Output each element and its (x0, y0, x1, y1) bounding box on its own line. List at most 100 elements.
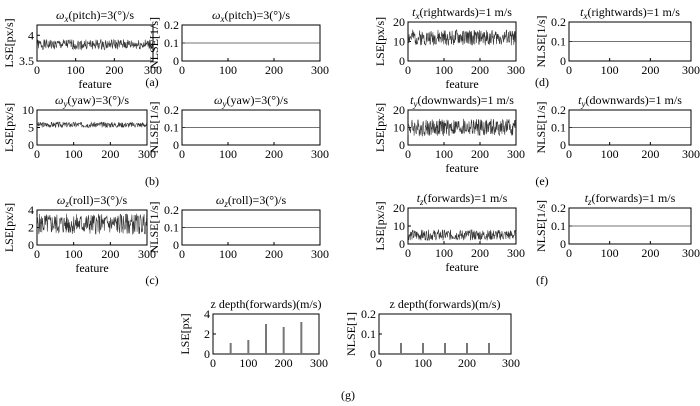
subfigure-labels: (a) (d) (b) (e) (c) (f) (g) (145, 75, 549, 402)
x-tick-label: 300 (144, 63, 162, 77)
y-axis-label: NLSE[1/s] (147, 102, 161, 154)
x-tick-label: 200 (265, 63, 283, 77)
title-text: (forwards)=1 m/s (592, 191, 676, 205)
title-subscript: z (223, 199, 228, 209)
title-text: (rightwards)=1 m/s (419, 5, 512, 19)
x-tick-label: 0 (34, 147, 40, 161)
chart-d-nlse: tx(rightwards)=1 m/s0 100 200 30000.10.2NLS… (534, 5, 700, 77)
chart-title: tx(rightwards)=1 m/s (412, 5, 512, 21)
y-tick-label: 3.5 (19, 54, 34, 68)
y-tick-label: 10 (22, 103, 34, 117)
title-text: (roll)=3(°)/s (69, 193, 128, 207)
y-tick-label: 0.2 (164, 18, 179, 32)
x-tick-label: 300 (311, 247, 329, 261)
x-tick-label: 200 (105, 63, 123, 77)
x-tick-label: 0 (405, 63, 411, 77)
bar (229, 343, 232, 354)
y-tick-label: 10 (393, 35, 405, 49)
x-tick-label: 0 (34, 63, 40, 77)
bar (300, 322, 303, 354)
x-tick-label: 300 (311, 63, 329, 77)
x-tick-label: 100 (601, 63, 619, 77)
title-text: (pitch)=3(°)/s (68, 8, 134, 22)
title-subscript: x (582, 11, 587, 21)
title-symbol: t (585, 191, 589, 205)
chart-a-nlse: ωx(pitch)=3(°)/s0 100 200 30000.10.2NLSE[1/… (147, 8, 329, 77)
subfigure-label-d: (d) (535, 75, 549, 89)
y-tick-label: 0 (399, 237, 405, 251)
title-symbol: t (417, 191, 421, 205)
x-tick-label: 300 (507, 147, 525, 161)
bar (466, 343, 468, 354)
chart-title: ωz(roll)=3(°)/s (216, 193, 287, 209)
y-tick-label: 20 (393, 103, 405, 117)
x-tick-label: 0 (376, 356, 382, 370)
chart-title: tx(rightwards)=1 m/s (580, 5, 680, 21)
x-tick-label: 300 (138, 147, 156, 161)
x-axis-label: feature (78, 77, 111, 91)
y-tick-label: 20 (393, 201, 405, 215)
x-tick-label: 100 (65, 247, 83, 261)
x-tick-label: 100 (219, 63, 237, 77)
x-tick-label: 100 (414, 356, 432, 370)
y-tick-label: 0.2 (164, 103, 179, 117)
series-line (407, 228, 517, 241)
chart-d-lse: tx(rightwards)=1 m/s0 100 200 30001020featu… (373, 5, 525, 91)
series-line (407, 118, 517, 137)
y-tick-label: 2 (204, 327, 210, 341)
chart-title: ωx(pitch)=3(°)/s (56, 8, 134, 24)
y-tick-label: 0.2 (551, 103, 566, 117)
chart-g-nlse: z depth(forwards)(m/s) 0 100 200 300 0 0.1 0.2N… (344, 297, 520, 370)
title-text: (roll)=3(°)/s (228, 193, 287, 207)
y-tick-label: 0.1 (361, 327, 376, 341)
x-tick-label: 0 (566, 63, 572, 77)
chart-title: ωy(yaw)=3(°)/s (214, 93, 288, 109)
x-tick-label: 0 (179, 63, 185, 77)
bar (444, 343, 446, 354)
title-text: (yaw)=3(°)/s (226, 93, 288, 107)
title-symbol: ω (212, 8, 220, 22)
x-tick-label: 200 (265, 247, 283, 261)
y-tick-label: 0.2 (164, 203, 179, 217)
y-tick-label: 0.1 (164, 36, 179, 50)
y-tick-label: 0 (560, 237, 566, 251)
x-tick-label: 300 (138, 247, 156, 261)
y-tick-label: 0.1 (551, 219, 566, 233)
title-symbol: ω (214, 93, 222, 107)
x-tick-label: 300 (311, 147, 329, 161)
title-subscript: y (580, 99, 585, 109)
subfigure-label-f: (f) (536, 273, 548, 287)
y-axis-label: LSE[px] (178, 313, 192, 354)
y-tick-label: 0 (28, 138, 34, 152)
y-tick-label: 10 (393, 219, 405, 233)
chart-title: ωx(pitch)=3(°)/s (212, 8, 290, 24)
x-tick-label: 300 (310, 356, 328, 370)
y-tick-label: 0.1 (164, 121, 179, 135)
title-subscript: y (62, 99, 67, 109)
y-tick-label: 20 (393, 15, 405, 29)
chart-c-lse: ωz(roll)=3(°)/s0 100 200 300024featureLSE[p… (2, 193, 156, 275)
x-tick-label: 300 (502, 356, 520, 370)
title-subscript: z (64, 199, 69, 209)
y-tick-label: 0 (560, 138, 566, 152)
chart-title: z depth(forwards)(m/s) (390, 297, 501, 311)
bar (422, 343, 424, 354)
chart-e-lse: ty(downwards)=1 m/s0 100 200 30001020featur… (373, 93, 525, 175)
x-tick-label: 200 (101, 147, 119, 161)
chart-g-lse: z depth(forwards)(m/s) 0 100 200 300 0 2 4 LSE[p… (178, 297, 328, 370)
title-symbol: t (580, 5, 584, 19)
x-tick-label: 200 (471, 63, 489, 77)
title-text: (pitch)=3(°)/s (224, 8, 290, 22)
plot-frame (36, 24, 154, 62)
title-text: (yaw)=3(°)/s (67, 93, 129, 107)
title-text: (downwards)=1 m/s (417, 93, 514, 107)
subfigure-label-b: (b) (145, 174, 159, 188)
chart-panels: ωx(pitch)=3(°)/s0 100 200 3003.54featureLSE… (2, 5, 700, 370)
y-axis-label: NLSE[1/s] (534, 200, 548, 252)
chart-title: ty(downwards)=1 m/s (578, 93, 682, 109)
y-tick-label: 5 (28, 121, 34, 135)
x-tick-label: 100 (435, 63, 453, 77)
